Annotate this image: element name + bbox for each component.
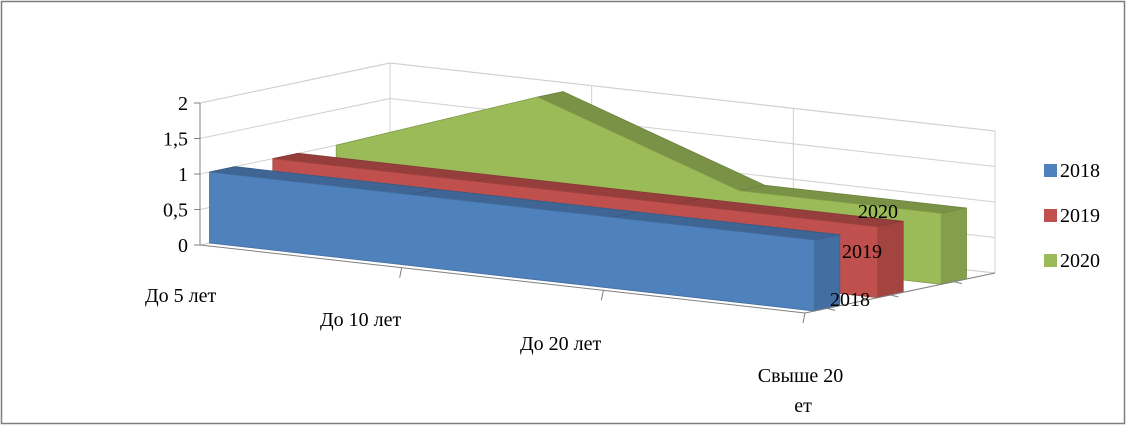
y-tick-label: 0,5 <box>163 200 188 222</box>
legend-swatch-2020 <box>1044 254 1057 267</box>
x-tick-label: Свыше 20 ет <box>758 365 849 417</box>
series-end-cap <box>940 207 967 285</box>
depth-tick-mark <box>827 307 836 311</box>
legend: 2018 2019 2020 <box>1044 160 1100 272</box>
depth-tick-mark <box>953 281 962 285</box>
depth-tick-label: 2020 <box>858 201 898 223</box>
legend-swatch-2019 <box>1044 209 1057 222</box>
x-tick-mark <box>399 267 403 278</box>
y-tick-label: 2 <box>178 93 188 115</box>
x-tick-mark <box>600 290 604 301</box>
y-tick-label: 0 <box>178 235 188 257</box>
legend-label: 2018 <box>1060 160 1100 182</box>
y-tick-label: 1,5 <box>163 129 188 151</box>
legend-label: 2020 <box>1060 250 1100 272</box>
x-axis-line <box>199 244 806 314</box>
x-tick-label: До 10 лет <box>320 309 402 331</box>
axis-labels: 0 0,5 1 1,5 2 До 5 лет До 10 лет До 20 лет Свыше… <box>145 93 898 417</box>
x-tick-mark <box>802 312 806 324</box>
series-layer <box>209 91 967 312</box>
series-2018 <box>209 166 841 312</box>
y-tick-label: 1 <box>178 164 188 186</box>
legend-label: 2019 <box>1060 205 1100 227</box>
axes <box>194 102 996 324</box>
depth-axis-line <box>804 272 996 314</box>
depth-tick-label: 2018 <box>830 289 870 311</box>
legend-swatch-2018 <box>1044 164 1057 177</box>
depth-tick-label: 2019 <box>842 241 882 263</box>
x-tick-label: До 20 лет <box>520 333 602 355</box>
x-tick-label: До 5 лет <box>145 285 217 307</box>
depth-tick-mark <box>890 294 899 298</box>
